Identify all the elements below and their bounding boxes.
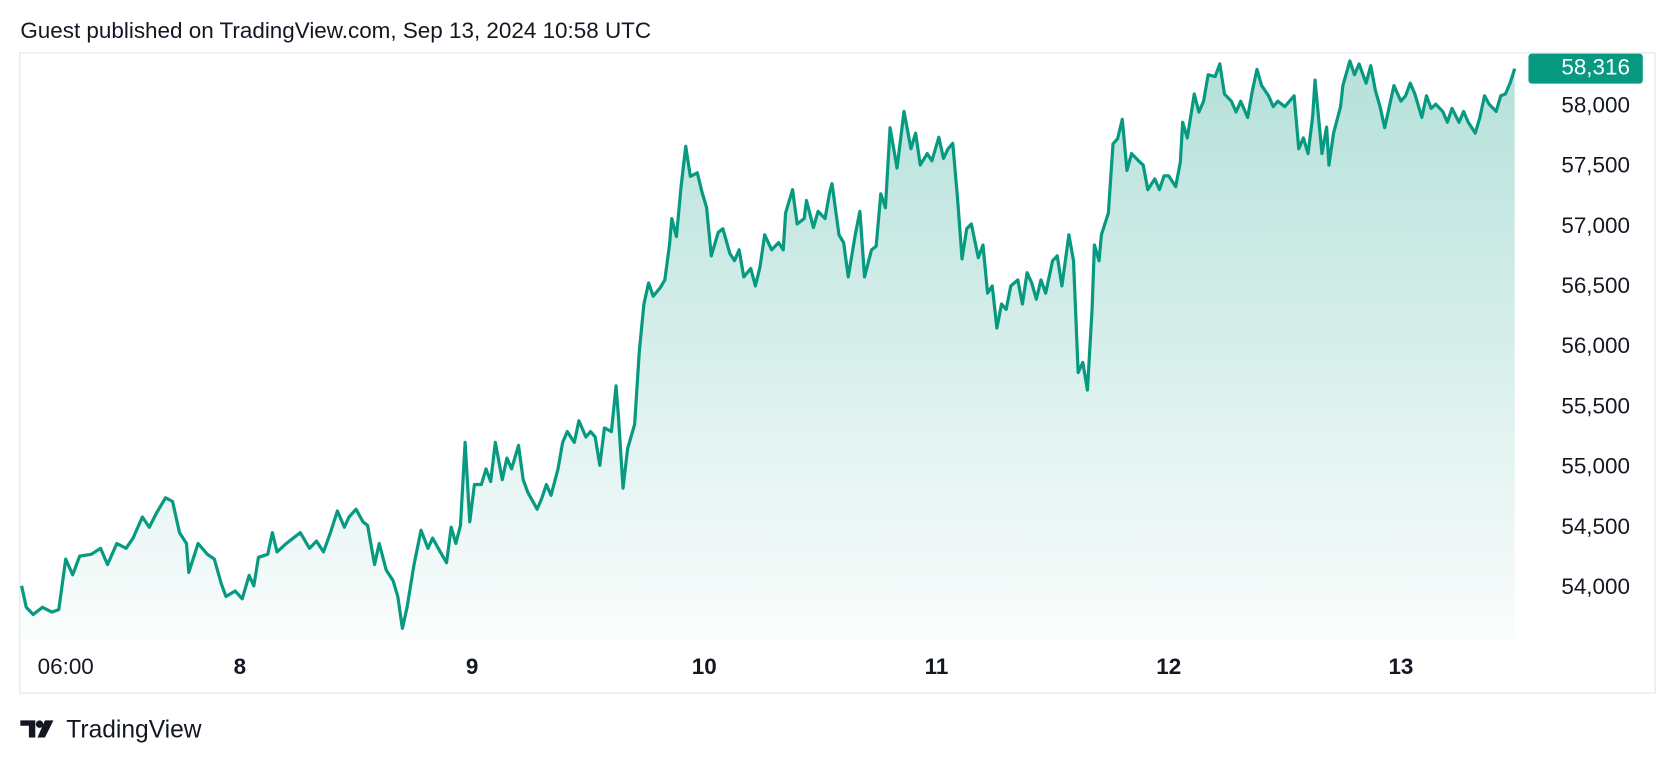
x-tick-label: 13 <box>1388 654 1413 679</box>
x-tick-label: 9 <box>466 654 478 679</box>
y-tick-label: 54,000 <box>1561 574 1630 599</box>
footer-brand: TradingView <box>66 717 202 744</box>
header-text: Guest published on TradingView.com, Sep … <box>20 18 651 43</box>
y-tick-label: 55,000 <box>1561 454 1630 479</box>
plot-area: 54,000 54,500 55,000 55,500 56,000 56,500 57,0… <box>20 53 1643 679</box>
y-tick-label: 54,500 <box>1561 514 1630 539</box>
x-tick-label: 06:00 <box>38 654 94 679</box>
y-tick-label: 56,500 <box>1561 273 1630 298</box>
y-tick-label: 58,000 <box>1561 93 1630 118</box>
price-line <box>20 59 1517 630</box>
logo <box>20 720 54 738</box>
x-tick-label: 8 <box>234 654 246 679</box>
x-tick-label: 11 <box>925 654 949 679</box>
x-tick-label: 10 <box>692 654 717 679</box>
chart-frame <box>19 52 1656 694</box>
last-price-label: 58,316 <box>1561 55 1630 80</box>
last-price-badge <box>1528 53 1643 84</box>
area-fill <box>21 60 1515 640</box>
y-tick-label: 55,500 <box>1561 393 1630 418</box>
y-tick-label: 56,000 <box>1561 333 1630 358</box>
x-tick-label: 12 <box>1156 654 1181 679</box>
y-tick-label: 57,000 <box>1561 213 1630 238</box>
y-tick-label: 57,500 <box>1561 153 1630 178</box>
